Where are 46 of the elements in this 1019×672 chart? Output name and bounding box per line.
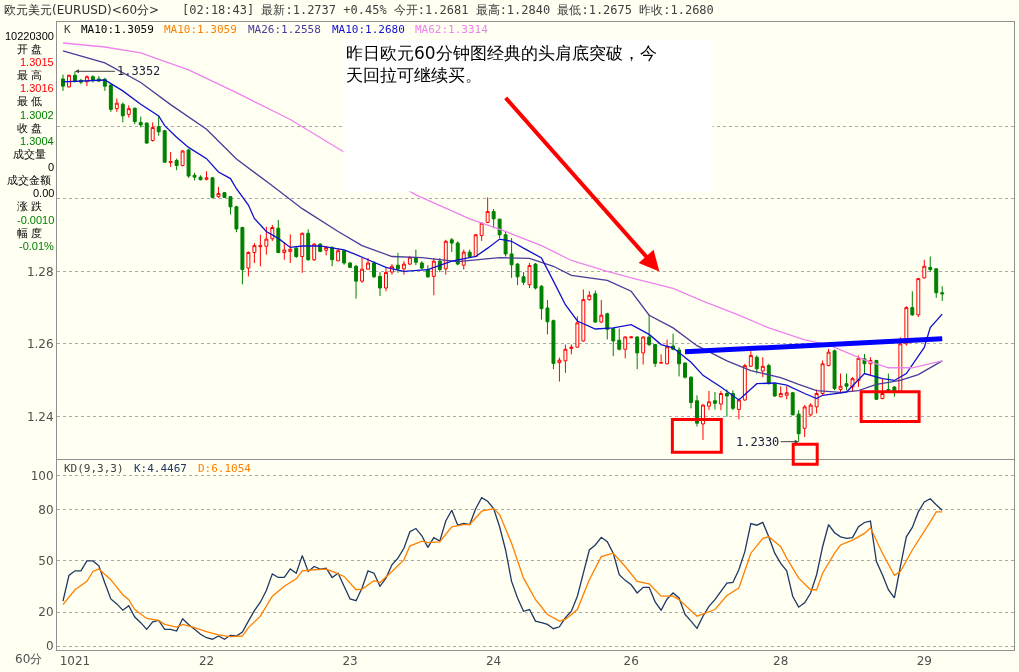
x-tick-label: 1021 <box>59 654 91 669</box>
text: 成交量 <box>13 148 46 160</box>
annotation: 1.2330 <box>736 435 780 449</box>
y-tick-label: 1.24 <box>26 409 54 424</box>
y-tick-label: 1.28 <box>26 264 54 279</box>
annotation: 昨日欧元60分钟图经典的头肩底突破，今天回拉可继续买。 <box>346 43 657 86</box>
x-tick-label: 28 <box>773 654 789 669</box>
chart-title: 欧元美元(EURUSD)<60分> <box>4 3 160 17</box>
x-tick-label: 26 <box>623 654 639 669</box>
y-tick-label: 0 <box>45 639 54 654</box>
text: 1.3004 <box>20 135 54 147</box>
x-tick-label: 22 <box>198 654 215 669</box>
text: 幅 度 <box>17 227 43 239</box>
annotation: MA10:1.3059 <box>81 23 154 36</box>
y-tick-label: 100 <box>30 468 54 483</box>
x-tick-label: 24 <box>485 654 502 669</box>
text: 开 盘 <box>17 43 43 55</box>
text: MA10:1.2680 <box>332 23 405 36</box>
text: 涨 跌 <box>17 200 43 212</box>
annotation: K <box>64 23 71 36</box>
text: 10220300 <box>5 30 54 42</box>
text: 0.00 <box>33 187 55 199</box>
text: D:6.1054 <box>198 462 252 475</box>
text: 收 盘 <box>17 122 43 134</box>
text: MA26:1.2558 <box>248 23 321 36</box>
text: 最 高 <box>17 69 43 81</box>
x-tick-label: 29 <box>916 654 932 669</box>
text: 成交金额 <box>7 174 51 186</box>
text: -0.01% <box>19 240 55 252</box>
annotation: 1.3352 <box>117 64 161 78</box>
text: -0.0010 <box>17 214 55 226</box>
x-tick-label: 23 <box>342 654 358 669</box>
text: 1.3016 <box>20 82 54 94</box>
chart-subtitle: [02:18:43] 最新:1.2737 +0.45% 今开:1.2681 最高:1.2840 最低:1.2675 昨收:1.2680 <box>182 3 714 17</box>
y-tick-label: 20 <box>38 605 54 620</box>
text: K:4.4467 <box>134 462 187 475</box>
y-tick-label: 50 <box>38 554 54 569</box>
y-tick-label: 1.26 <box>26 337 54 352</box>
text: 最 低 <box>17 95 43 107</box>
annotation: MA10:1.3059 <box>164 23 237 36</box>
annotation: KD(9,3,3) <box>64 462 124 475</box>
text: MA62:1.3314 <box>415 23 489 36</box>
text: 1.3002 <box>20 109 54 121</box>
y-tick-label: 80 <box>38 502 54 517</box>
text: 60分 <box>15 652 43 666</box>
text: 1.3015 <box>20 56 54 68</box>
